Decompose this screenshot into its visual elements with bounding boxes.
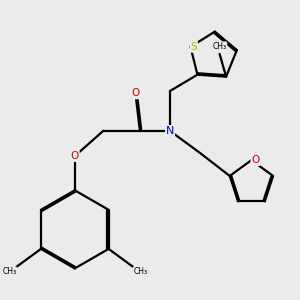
Text: N: N	[166, 126, 174, 136]
Text: CH₃: CH₃	[133, 267, 147, 276]
Text: S: S	[190, 42, 197, 52]
Text: CH₃: CH₃	[212, 42, 226, 51]
Text: O: O	[132, 88, 140, 98]
Text: O: O	[71, 151, 79, 161]
Text: CH₃: CH₃	[2, 267, 16, 276]
Text: O: O	[251, 155, 260, 165]
